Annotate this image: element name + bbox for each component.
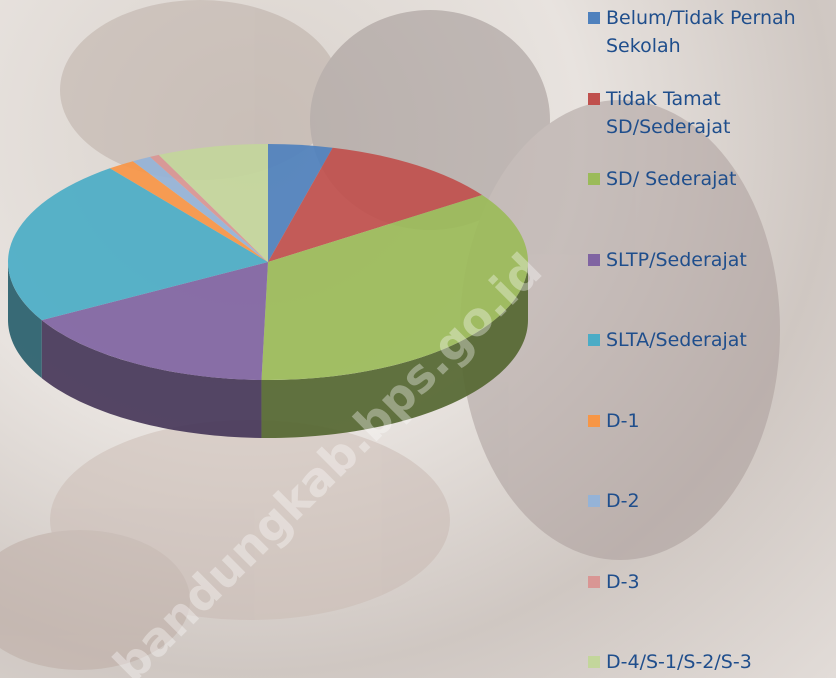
legend-item: D-2 — [588, 487, 828, 515]
legend-swatch — [588, 173, 600, 185]
legend-label: Tidak Tamat SD/Sederajat — [606, 85, 828, 141]
legend-label: SLTP/Sederajat — [606, 246, 747, 274]
legend-item: Tidak Tamat SD/Sederajat — [588, 85, 828, 141]
legend-label: D-1 — [606, 407, 640, 435]
legend-item: SD/ Sederajat — [588, 165, 828, 193]
legend-swatch — [588, 93, 600, 105]
legend-item: Belum/Tidak Pernah Sekolah — [588, 4, 828, 60]
legend-swatch — [588, 12, 600, 24]
legend-item: SLTA/Sederajat — [588, 326, 828, 354]
legend-swatch — [588, 415, 600, 427]
legend-label: SD/ Sederajat — [606, 165, 736, 193]
legend-swatch — [588, 495, 600, 507]
legend-item: D-4/S-1/S-2/S-3 — [588, 648, 828, 676]
legend-label: Belum/Tidak Pernah Sekolah — [606, 4, 828, 60]
page: bandungkab.bps.go.id Belum/Tidak Pernah … — [0, 0, 836, 678]
legend-label: D-4/S-1/S-2/S-3 — [606, 648, 752, 676]
legend-label: SLTA/Sederajat — [606, 326, 747, 354]
legend-swatch — [588, 254, 600, 266]
legend-label: D-2 — [606, 487, 640, 515]
legend-item: D-3 — [588, 568, 828, 596]
legend-swatch — [588, 656, 600, 668]
legend-swatch — [588, 334, 600, 346]
legend-item: D-1 — [588, 407, 828, 435]
legend-swatch — [588, 576, 600, 588]
legend-item: SLTP/Sederajat — [588, 246, 828, 274]
legend-label: D-3 — [606, 568, 640, 596]
